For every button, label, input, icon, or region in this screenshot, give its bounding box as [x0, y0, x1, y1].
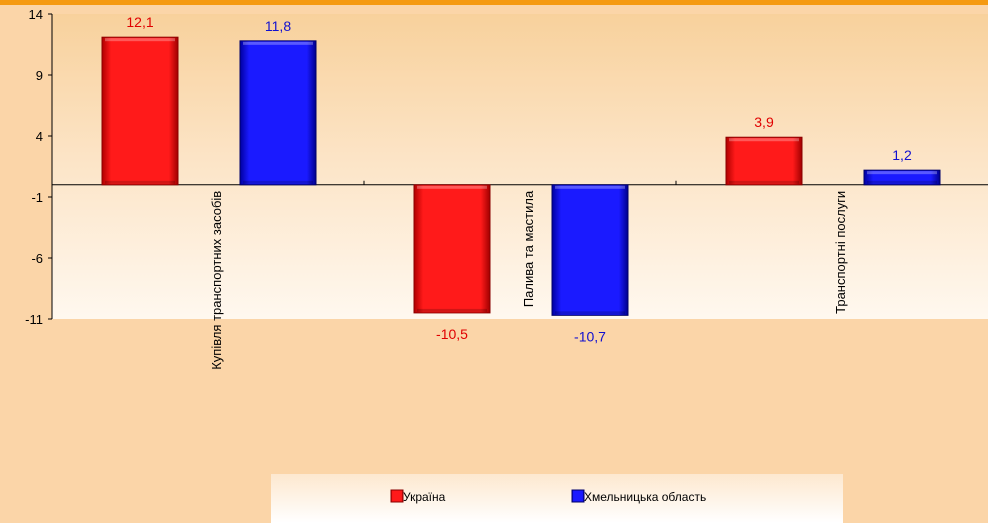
category-label: Транспортні послуги	[833, 191, 848, 314]
y-tick-label: -1	[31, 190, 43, 205]
bar-body	[101, 36, 179, 186]
plot-area	[52, 14, 988, 319]
data-label: -10,7	[574, 328, 606, 344]
y-tick-label: -11	[25, 312, 43, 327]
bar-body	[863, 169, 941, 186]
bar-highlight-top	[105, 38, 175, 42]
bar-highlight-top	[729, 138, 799, 142]
bar-highlight-top	[243, 41, 313, 45]
y-tick-label: 9	[36, 68, 43, 83]
bar-ukraine-0	[101, 36, 179, 186]
bar-highlight-bottom	[867, 180, 937, 184]
bar-ukraine-1	[413, 184, 491, 314]
bar-ukraine-2	[725, 136, 803, 186]
bar-highlight-bottom	[417, 308, 487, 312]
bar-highlight-top	[555, 185, 625, 189]
data-label: 3,9	[754, 114, 774, 130]
data-label: 11,8	[265, 18, 291, 34]
legend-label: Хмельницька область	[584, 490, 706, 504]
labels-layer: 12,1 -10,5 3,9 11,8 -10,7 1,2 Купівля транспор…	[126, 14, 912, 370]
legend-box	[271, 474, 843, 523]
legend: Україна Хмельницька область	[271, 474, 843, 523]
legend-entry-khmelnytska: Хмельницька область	[571, 489, 706, 504]
bars-layer	[101, 36, 941, 316]
bar-highlight-bottom	[105, 180, 175, 184]
axis-layer: 14 9 4 -1 -6 -11	[25, 7, 988, 327]
bar-highlight-bottom	[729, 180, 799, 184]
legend-swatch	[390, 489, 404, 503]
legend-entries: Україна Хмельницька область	[390, 489, 706, 504]
legend-label: Україна	[403, 490, 446, 504]
category-label: Палива та мастила	[521, 190, 536, 307]
y-tick-label: -6	[31, 251, 43, 266]
y-tick-label: 4	[36, 129, 43, 144]
data-label: 12,1	[126, 14, 153, 30]
y-tick-label: 14	[29, 7, 43, 22]
bar-khmelnytska-1	[551, 184, 629, 316]
bar-khmelnytska-0	[239, 40, 317, 186]
legend-swatch	[571, 489, 585, 503]
bar-body	[239, 40, 317, 186]
bar-khmelnytska-2	[863, 169, 941, 186]
bar-highlight-top	[867, 171, 937, 175]
bar-body	[413, 184, 491, 314]
data-label: -10,5	[436, 326, 468, 342]
bar-body	[725, 136, 803, 186]
category-label: Купівля транспортних засобів	[209, 191, 224, 370]
data-label: 1,2	[892, 147, 912, 163]
bar-highlight-bottom	[243, 180, 313, 184]
bar-highlight-top	[417, 185, 487, 189]
bar-body	[551, 184, 629, 316]
top-border	[0, 0, 988, 5]
bar-highlight-bottom	[555, 311, 625, 315]
legend-entry-ukraine: Україна	[390, 489, 446, 504]
